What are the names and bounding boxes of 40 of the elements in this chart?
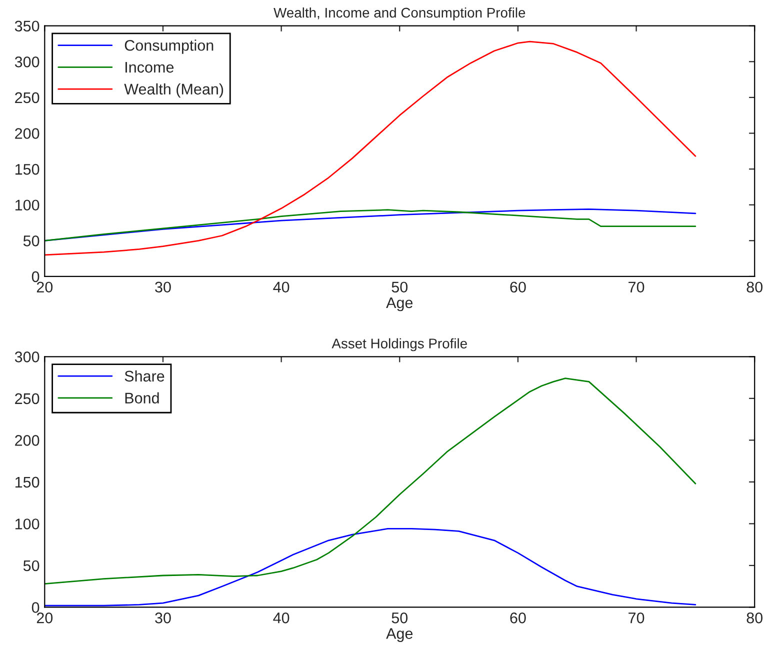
legend-label: Income (126, 62, 174, 73)
y-tick-label: 50 (23, 236, 40, 246)
chart-title: Wealth, Income and Consumption Profile (274, 7, 526, 20)
y-tick-label: 100 (15, 518, 40, 530)
legend-label: Bond (125, 392, 159, 404)
y-tick-label: 200 (15, 435, 40, 446)
x-tick-label: 80 (746, 612, 762, 624)
y-tick-label: 150 (15, 476, 40, 488)
legend-label: Wealth (Mean) (124, 83, 224, 98)
x-tick-label: 40 (273, 282, 290, 293)
chart-title: Asset Holdings Profile (332, 338, 467, 352)
line-series (44, 40, 696, 256)
y-tick-label: 50 (23, 560, 40, 572)
x-tick-label: 20 (36, 612, 53, 624)
y-tick-label: 100 (15, 200, 40, 211)
x-tick-label: 70 (628, 612, 644, 624)
x-tick-label: 50 (392, 612, 408, 624)
y-tick-label: 300 (14, 56, 40, 68)
y-tick-label: 250 (15, 393, 40, 404)
x-tick-label: 30 (155, 612, 171, 624)
y-tick-label: 0 (32, 271, 40, 282)
x-tick-label: 70 (628, 282, 644, 293)
x-tick-label: 30 (155, 282, 171, 293)
x-axis-title: Age (386, 628, 413, 642)
line-series (44, 528, 696, 606)
y-tick-label: 350 (14, 20, 40, 32)
x-tick-label: 40 (273, 612, 290, 624)
x-tick-label: 60 (510, 612, 526, 624)
legend-label: Share (124, 370, 164, 382)
x-tick-label: 50 (392, 282, 408, 293)
x-tick-label: 80 (746, 282, 762, 293)
x-axis-title: Age (386, 297, 413, 312)
y-tick-label: 150 (15, 164, 40, 175)
y-tick-label: 200 (15, 128, 40, 139)
y-tick-label: 250 (15, 92, 40, 104)
y-tick-label: 300 (14, 352, 40, 362)
y-tick-label: 0 (32, 602, 40, 613)
legend-label: Consumption (124, 40, 214, 54)
x-tick-label: 60 (510, 282, 526, 293)
x-tick-label: 20 (36, 282, 53, 293)
